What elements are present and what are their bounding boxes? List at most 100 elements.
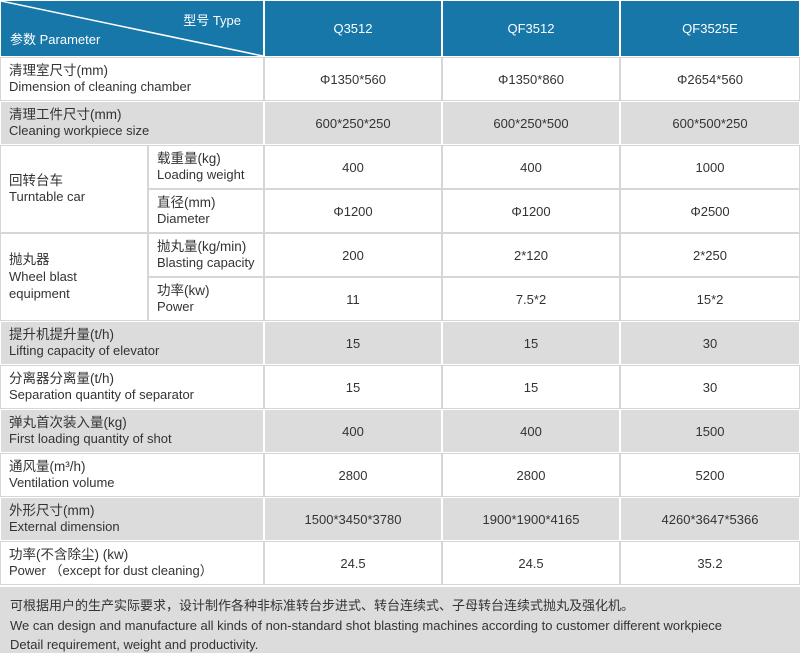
- param-label-cell: 功率(不含除尘) (kw) Power （except for dust cle…: [0, 541, 264, 585]
- row-first-loading: 弹丸首次装入量(kg) First loading quantity of sh…: [0, 409, 800, 453]
- param-en: First loading quantity of shot: [9, 431, 172, 447]
- value-cell: 600*250*500: [442, 101, 620, 145]
- param-en: Lifting capacity of elevator: [9, 343, 160, 359]
- value-cell: 2*250: [620, 233, 800, 277]
- param-zh: 直径(mm): [157, 194, 216, 210]
- param-zh: 外形尺寸(mm): [9, 502, 95, 518]
- param-zh: 提升机提升量(t/h): [9, 326, 115, 342]
- group-label-cell-turntable-car: 回转台车 Turntable car: [0, 145, 148, 233]
- value-cell: Φ1200: [442, 189, 620, 233]
- row-separation-quantity: 分离器分离量(t/h) Separation quantity of separ…: [0, 365, 800, 409]
- value-cell: 15*2: [620, 277, 800, 321]
- group-en: Wheel blast equipment: [9, 268, 77, 301]
- type-header-label: 型号 Type: [183, 13, 241, 28]
- value-cell: Φ2654*560: [620, 57, 800, 101]
- row-external-dimension: 外形尺寸(mm) External dimension 1500*3450*37…: [0, 497, 800, 541]
- value-cell: 15: [264, 365, 442, 409]
- param-label-cell: 提升机提升量(t/h) Lifting capacity of elevator: [0, 321, 264, 365]
- value-cell: 15: [442, 321, 620, 365]
- value-cell: 600*500*250: [620, 101, 800, 145]
- param-label-cell: 分离器分离量(t/h) Separation quantity of separ…: [0, 365, 264, 409]
- param-zh: 弹丸首次装入量(kg): [9, 414, 127, 430]
- sub-param-label-cell: 功率(kw) Power: [148, 277, 264, 321]
- spec-table: 型号 Type 参数 Parameter Q3512 QF3512 QF3525…: [0, 0, 800, 585]
- value-cell: 30: [620, 321, 800, 365]
- column-header-qf3512: QF3512: [442, 0, 620, 57]
- value-cell: 5200: [620, 453, 800, 497]
- value-cell: 2800: [264, 453, 442, 497]
- param-en: Diameter: [157, 211, 210, 227]
- group-label-cell-wheel-blast: 抛丸器 Wheel blast equipment: [0, 233, 148, 321]
- group-en: Turntable car: [9, 189, 86, 205]
- sub-param-label-cell: 载重量(kg) Loading weight: [148, 145, 264, 189]
- group-zh: 回转台车: [9, 172, 63, 188]
- value-cell: 24.5: [442, 541, 620, 585]
- param-label-cell: 清理室尺寸(mm) Dimension of cleaning chamber: [0, 57, 264, 101]
- group-zh: 抛丸器: [9, 252, 50, 268]
- value-cell: Φ1200: [264, 189, 442, 233]
- row-workpiece-size: 清理工件尺寸(mm) Cleaning workpiece size 600*2…: [0, 101, 800, 145]
- value-cell: 600*250*250: [264, 101, 442, 145]
- value-cell: 2*120: [442, 233, 620, 277]
- footer-note: 可根据用户的生产实际要求，设计制作各种非标准转台步进式、转台连续式、子母转台连续…: [0, 587, 800, 653]
- row-blast-power: 功率(kw) Power 11 7.5*2 15*2: [0, 277, 800, 321]
- param-en: Loading weight: [157, 167, 245, 183]
- value-cell: 1500*3450*3780: [264, 497, 442, 541]
- param-en: Blasting capacity: [157, 255, 255, 271]
- param-en: Power: [157, 299, 194, 315]
- param-en: Dimension of cleaning chamber: [9, 79, 192, 95]
- param-zh: 功率(不含除尘) (kw): [9, 546, 129, 562]
- row-lifting-capacity: 提升机提升量(t/h) Lifting capacity of elevator…: [0, 321, 800, 365]
- sub-param-label-cell: 直径(mm) Diameter: [148, 189, 264, 233]
- value-cell: 15: [442, 365, 620, 409]
- param-zh: 清理工件尺寸(mm): [9, 106, 122, 122]
- column-header-q3512: Q3512: [264, 0, 442, 57]
- row-ventilation-volume: 通风量(m³/h) Ventilation volume 2800 2800 5…: [0, 453, 800, 497]
- param-label-cell: 弹丸首次装入量(kg) First loading quantity of sh…: [0, 409, 264, 453]
- value-cell: 200: [264, 233, 442, 277]
- row-blasting-capacity: 抛丸器 Wheel blast equipment 抛丸量(kg/min) Bl…: [0, 233, 800, 321]
- param-zh: 清理室尺寸(mm): [9, 62, 108, 78]
- param-en: Ventilation volume: [9, 475, 115, 491]
- corner-header-cell: 型号 Type 参数 Parameter: [0, 0, 264, 57]
- value-cell: 24.5: [264, 541, 442, 585]
- value-cell: 30: [620, 365, 800, 409]
- sub-param-label-cell: 抛丸量(kg/min) Blasting capacity: [148, 233, 264, 277]
- row-total-power: 功率(不含除尘) (kw) Power （except for dust cle…: [0, 541, 800, 585]
- value-cell: Φ1350*560: [264, 57, 442, 101]
- param-zh: 分离器分离量(t/h): [9, 370, 115, 386]
- value-cell: 7.5*2: [442, 277, 620, 321]
- column-header-qf3525e: QF3525E: [620, 0, 800, 57]
- param-label-cell: 清理工件尺寸(mm) Cleaning workpiece size: [0, 101, 264, 145]
- value-cell: 1500: [620, 409, 800, 453]
- param-en: Cleaning workpiece size: [9, 123, 150, 139]
- param-zh: 载重量(kg): [157, 150, 221, 166]
- diagonal-divider: [1, 1, 263, 56]
- row-cleaning-chamber: 清理室尺寸(mm) Dimension of cleaning chamber …: [0, 57, 800, 101]
- value-cell: 11: [264, 277, 442, 321]
- value-cell: 400: [442, 145, 620, 189]
- param-label-cell: 外形尺寸(mm) External dimension: [0, 497, 264, 541]
- footer-line-zh: 可根据用户的生产实际要求，设计制作各种非标准转台步进式、转台连续式、子母转台连续…: [10, 598, 635, 613]
- param-zh: 抛丸量(kg/min): [157, 238, 247, 254]
- value-cell: Φ2500: [620, 189, 800, 233]
- header-row: 型号 Type 参数 Parameter Q3512 QF3512 QF3525…: [0, 0, 800, 57]
- param-zh: 功率(kw): [157, 282, 210, 298]
- param-label-cell: 通风量(m³/h) Ventilation volume: [0, 453, 264, 497]
- param-en: Separation quantity of separator: [9, 387, 195, 403]
- value-cell: 15: [264, 321, 442, 365]
- value-cell: 1900*1900*4165: [442, 497, 620, 541]
- value-cell: 4260*3647*5366: [620, 497, 800, 541]
- value-cell: 400: [442, 409, 620, 453]
- value-cell: 1000: [620, 145, 800, 189]
- parameter-header-label: 参数 Parameter: [10, 32, 101, 47]
- value-cell: 400: [264, 145, 442, 189]
- value-cell: 35.2: [620, 541, 800, 585]
- value-cell: 400: [264, 409, 442, 453]
- row-loading-weight: 回转台车 Turntable car 载重量(kg) Loading weigh…: [0, 145, 800, 233]
- param-en: Power （except for dust cleaning）: [9, 563, 213, 579]
- footer-line-en-1: We can design and manufacture all kinds …: [10, 617, 723, 633]
- param-en: External dimension: [9, 519, 120, 535]
- row-diameter: 直径(mm) Diameter Φ1200 Φ1200 Φ2500: [0, 189, 800, 233]
- value-cell: Φ1350*860: [442, 57, 620, 101]
